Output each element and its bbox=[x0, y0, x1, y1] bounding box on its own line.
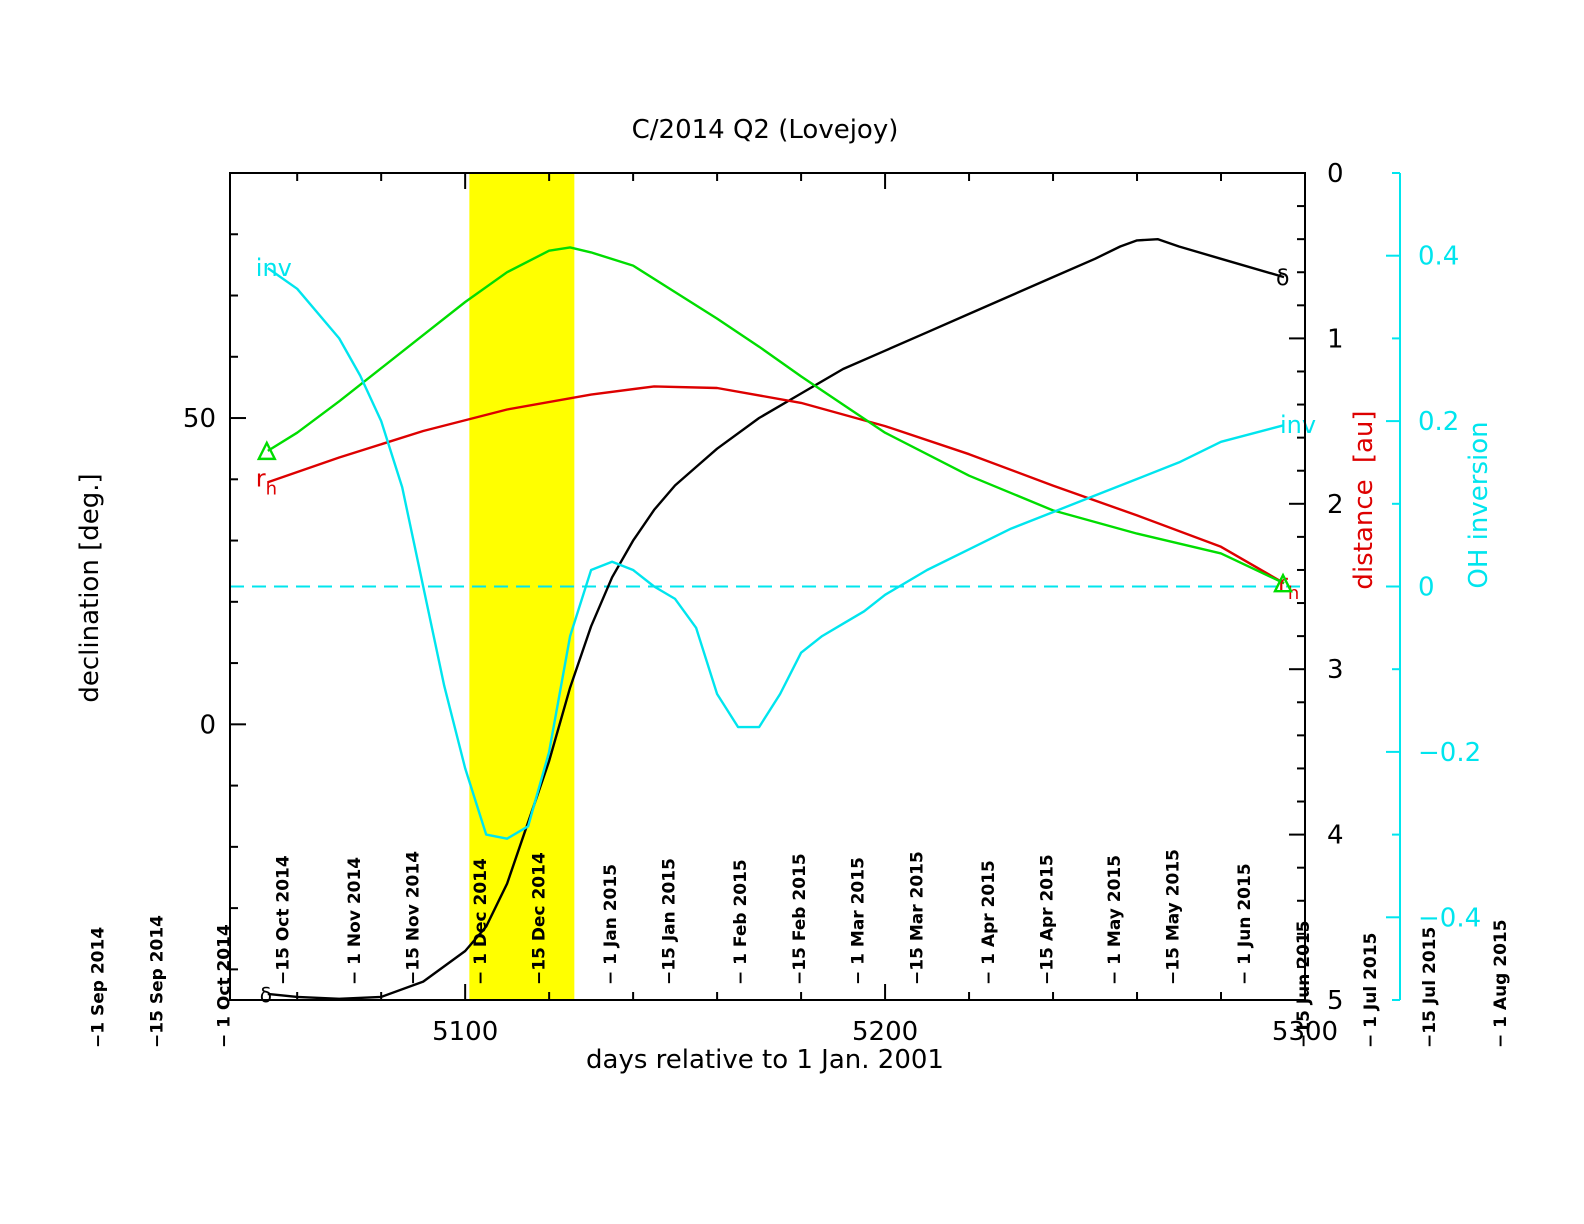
series-line-rh bbox=[267, 385, 1285, 585]
date-label: − 1 Mar 2015 bbox=[849, 857, 869, 985]
distance-tick-label: 3 bbox=[1327, 655, 1344, 685]
x-tick-label: 5200 bbox=[852, 1017, 918, 1047]
date-label: −15 Dec 2014 bbox=[530, 852, 550, 985]
chart-title: C/2014 Q2 (Lovejoy) bbox=[632, 115, 899, 145]
x-tick-label: 5100 bbox=[432, 1017, 498, 1047]
date-label: − 1 Jan 2015 bbox=[601, 864, 621, 985]
date-label: − 1 Jul 2015 bbox=[1361, 933, 1381, 1048]
series-layer bbox=[267, 237, 1285, 1000]
left-axis-label: declination [deg.] bbox=[75, 473, 105, 702]
date-label: − 1 Nov 2014 bbox=[345, 857, 365, 985]
oh-tick-label: −0.2 bbox=[1418, 738, 1481, 768]
date-label: −15 Jul 2015 bbox=[1420, 927, 1440, 1048]
rh-start-label: rh bbox=[256, 464, 277, 499]
date-label: −15 Mar 2015 bbox=[907, 851, 927, 985]
rh-end-label: rh bbox=[1278, 569, 1299, 604]
distance-tick-label: 4 bbox=[1327, 821, 1344, 851]
inv-start-label: inv bbox=[256, 254, 292, 282]
declination-start-label: δ bbox=[260, 983, 272, 1007]
series-line-inv bbox=[267, 267, 1285, 840]
distance-tick-label: 5 bbox=[1327, 986, 1344, 1016]
distance-axis-label-main: distance bbox=[1349, 479, 1379, 589]
inv-end-label: inv bbox=[1280, 411, 1316, 439]
distance-axis-label-unit: [au] bbox=[1349, 410, 1379, 463]
date-label: −15 Jun 2015 bbox=[1294, 920, 1314, 1048]
oh-tick-label: 0.2 bbox=[1418, 407, 1459, 437]
distance-tick-label: 0 bbox=[1327, 159, 1344, 189]
date-label: −15 Sep 2014 bbox=[147, 915, 167, 1048]
oh-tick-label: 0.4 bbox=[1418, 242, 1459, 272]
date-label: −1 Sep 2014 bbox=[89, 927, 109, 1048]
date-label: −15 Apr 2015 bbox=[1038, 854, 1058, 985]
x-tick-label: 5300 bbox=[1272, 1017, 1338, 1047]
date-label: −15 Oct 2014 bbox=[273, 855, 293, 985]
date-label: −15 Jan 2015 bbox=[660, 858, 680, 985]
delta-start-triangle bbox=[256, 440, 277, 461]
date-label: − 1 Jun 2015 bbox=[1235, 863, 1255, 985]
date-label: −15 Nov 2014 bbox=[404, 851, 424, 985]
date-label: − 1 Dec 2014 bbox=[471, 858, 491, 985]
declination-tick-label: 0 bbox=[199, 710, 216, 740]
x-axis-label: days relative to 1 Jan. 2001 bbox=[586, 1045, 944, 1075]
date-label: −15 May 2015 bbox=[1164, 849, 1184, 985]
oh-tick-label: −0.4 bbox=[1418, 903, 1481, 933]
oh-axis-label: OH inversion bbox=[1464, 421, 1494, 588]
declination-end-label: δ bbox=[1276, 266, 1289, 291]
delta-end-triangle bbox=[1273, 572, 1293, 593]
date-label: − 1 Oct 2014 bbox=[215, 924, 235, 1048]
tick-labels: 5100 5200 5300 0 50 0 1 2 3 4 5 0.4 0.2 0 −0.2 −0.4 bbox=[183, 159, 1481, 1047]
distance-tick-label: 2 bbox=[1327, 490, 1344, 520]
date-label: − 1 Aug 2015 bbox=[1491, 919, 1511, 1048]
oh-tick-label: 0 bbox=[1418, 573, 1435, 603]
date-label: − 1 Apr 2015 bbox=[979, 860, 999, 985]
series-line-declination bbox=[267, 237, 1285, 1000]
date-label: − 1 May 2015 bbox=[1105, 855, 1125, 985]
distance-axis-label: distance [au] bbox=[1349, 410, 1379, 589]
date-label: − 1 Feb 2015 bbox=[731, 859, 751, 985]
tick-marks bbox=[230, 172, 1401, 1001]
plot-frame bbox=[229, 172, 1306, 1001]
distance-tick-label: 1 bbox=[1327, 324, 1344, 354]
series-line-delta bbox=[267, 246, 1285, 585]
date-label: −15 Feb 2015 bbox=[790, 853, 810, 985]
declination-tick-label: 50 bbox=[183, 404, 216, 434]
date-labels: −1 Sep 2014 −15 Sep 2014 − 1 Oct 2014 −15 O… bbox=[89, 849, 1512, 1048]
